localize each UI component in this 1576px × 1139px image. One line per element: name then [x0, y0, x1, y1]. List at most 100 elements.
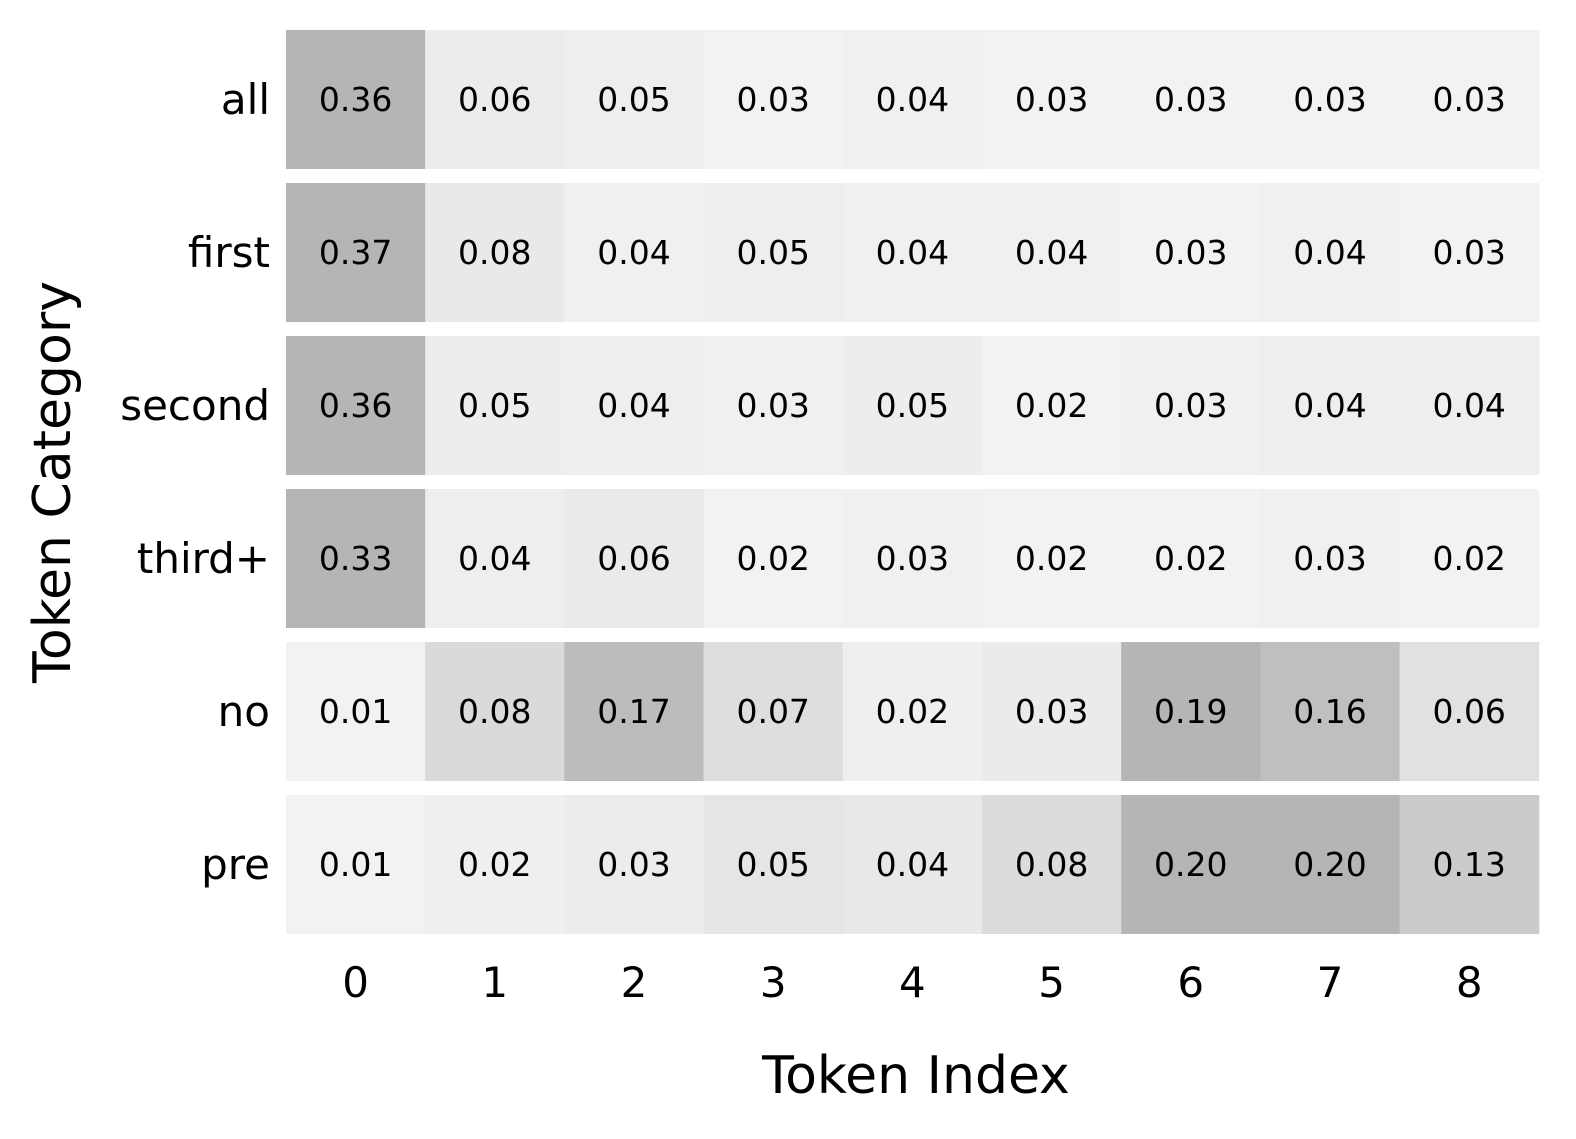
cell-value-label: 0.06	[1432, 692, 1505, 731]
heatmap-cell-second-3	[703, 336, 844, 475]
heatmap-cell-first-4	[842, 183, 983, 322]
heatmap-cell-all-3	[703, 30, 844, 169]
heatmap-cell-all-7	[1260, 30, 1401, 169]
cell-value-label: 0.05	[458, 386, 531, 425]
y-tick-labels: all first second third+ no pre	[120, 75, 270, 889]
cell-value-label: 0.03	[1015, 80, 1088, 119]
heatmap-cell-first-1	[425, 183, 565, 322]
cell-value-label: 0.03	[1154, 233, 1227, 272]
cell-value-label: 0.08	[458, 692, 531, 731]
heatmap-cell-first-7	[1260, 183, 1401, 322]
heatmap-cell-all-4	[842, 30, 983, 169]
heatmap-cell-first-5	[982, 183, 1122, 322]
cell-value-label: 0.16	[1293, 692, 1366, 731]
heatmap-cell-first-3	[703, 183, 844, 322]
heatmap-cell-second-8	[1399, 336, 1540, 475]
cell-value-label: 0.04	[1015, 233, 1088, 272]
y-tick-label-all: all	[221, 75, 270, 124]
cell-value-label: 0.03	[1154, 386, 1227, 425]
heatmap-cell-second-7	[1260, 336, 1401, 475]
cell-value-label: 0.04	[597, 233, 670, 272]
cell-value-label: 0.03	[876, 539, 949, 578]
y-axis-label: Token Category	[23, 281, 83, 684]
heatmap-cell-third+-8	[1399, 489, 1540, 628]
cell-value-label: 0.03	[1293, 80, 1366, 119]
heatmap-cell-third+-1	[425, 489, 565, 628]
heatmap-cell-first-8	[1399, 183, 1540, 322]
heatmap-cell-second-5	[982, 336, 1122, 475]
x-tick-label-4: 4	[899, 958, 926, 1007]
cell-value-label: 0.02	[876, 692, 949, 731]
cell-value-label: 0.36	[319, 80, 392, 119]
heatmap-cell-all-0	[286, 30, 426, 169]
cell-value-label: 0.36	[319, 386, 392, 425]
cell-value-label: 0.04	[876, 80, 949, 119]
cell-value-label: 0.08	[458, 233, 531, 272]
cell-value-label: 0.05	[736, 845, 809, 884]
heatmap-cell-pre-2	[564, 795, 705, 934]
cell-value-label: 0.04	[597, 386, 670, 425]
heatmap-cell-first-2	[564, 183, 705, 322]
y-tick-label-no: no	[218, 687, 270, 736]
cell-value-label: 0.02	[1015, 539, 1088, 578]
heatmap-cell-second-4	[842, 336, 983, 475]
cell-value-label: 0.20	[1154, 845, 1227, 884]
heatmap-cell-no-7	[1260, 642, 1401, 781]
heatmap-cell-second-6	[1121, 336, 1261, 475]
cell-value-label: 0.03	[736, 80, 809, 119]
heatmap-cell-no-3	[703, 642, 844, 781]
heatmap-cell-no-8	[1399, 642, 1540, 781]
cell-value-label: 0.08	[1015, 845, 1088, 884]
cell-value-label: 0.02	[1154, 539, 1227, 578]
heatmap-cell-no-4	[842, 642, 983, 781]
cell-value-label: 0.01	[319, 692, 392, 731]
cell-value-label: 0.06	[597, 539, 670, 578]
cell-value-label: 0.03	[736, 386, 809, 425]
x-tick-label-0: 0	[342, 958, 369, 1007]
cell-value-label: 0.33	[319, 539, 392, 578]
cell-value-label: 0.03	[1015, 692, 1088, 731]
heatmap-cell-no-0	[286, 642, 426, 781]
heatmap-cell-pre-1	[425, 795, 565, 934]
cell-value-label: 0.02	[1015, 386, 1088, 425]
cell-value-label: 0.02	[736, 539, 809, 578]
cell-value-label: 0.03	[597, 845, 670, 884]
heatmap-cell-all-1	[425, 30, 565, 169]
cell-value-label: 0.04	[876, 845, 949, 884]
cell-value-label: 0.04	[1432, 386, 1505, 425]
heatmap-cell-second-0	[286, 336, 426, 475]
heatmap-cell-third+-5	[982, 489, 1122, 628]
heatmap-cell-all-8	[1399, 30, 1540, 169]
x-tick-label-8: 8	[1456, 958, 1483, 1007]
heatmap-cell-third+-2	[564, 489, 705, 628]
cell-value-label: 0.03	[1432, 80, 1505, 119]
cell-value-label: 0.04	[1293, 233, 1366, 272]
heatmap-cell-third+-4	[842, 489, 983, 628]
cell-value-label: 0.04	[458, 539, 531, 578]
cell-value-label: 0.03	[1154, 80, 1227, 119]
heatmap-cell-all-2	[564, 30, 705, 169]
x-axis-label: Token Index	[761, 1046, 1070, 1106]
cell-value-label: 0.01	[319, 845, 392, 884]
cell-value-label: 0.05	[876, 386, 949, 425]
heatmap-cell-third+-7	[1260, 489, 1401, 628]
cell-value-label: 0.19	[1154, 692, 1227, 731]
x-tick-label-6: 6	[1177, 958, 1204, 1007]
heatmap-cell-third+-3	[703, 489, 844, 628]
heatmap-cell-pre-6	[1121, 795, 1261, 934]
heatmap-cell-all-6	[1121, 30, 1261, 169]
x-tick-label-7: 7	[1317, 958, 1344, 1007]
heatmap-cell-pre-7	[1260, 795, 1401, 934]
cell-value-label: 0.37	[319, 233, 392, 272]
y-tick-label-first: first	[188, 228, 270, 277]
cell-value-label: 0.04	[1293, 386, 1366, 425]
cell-value-label: 0.17	[597, 692, 670, 731]
heatmap-cell-pre-8	[1399, 795, 1540, 934]
y-tick-label-third+: third+	[137, 534, 270, 583]
heatmap-cell-no-6	[1121, 642, 1261, 781]
cell-value-label: 0.06	[458, 80, 531, 119]
y-tick-label-second: second	[120, 381, 270, 430]
heatmap-cell-second-2	[564, 336, 705, 475]
heatmap-cell-no-2	[564, 642, 705, 781]
